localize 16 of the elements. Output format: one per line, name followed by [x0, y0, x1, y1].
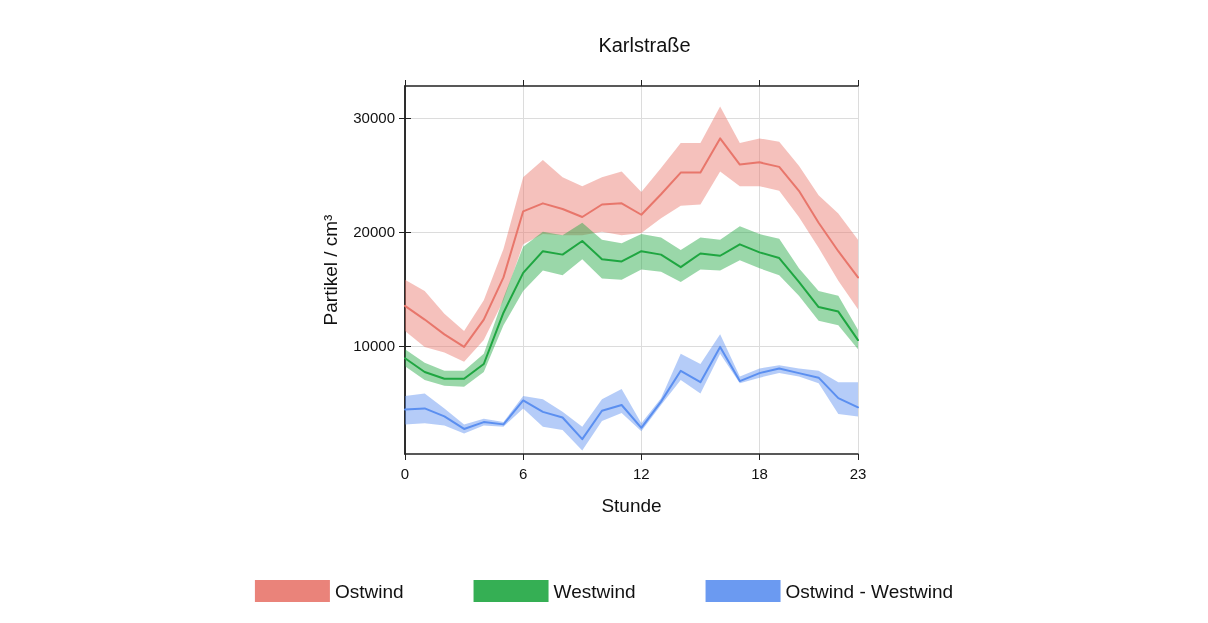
line-series	[404, 345, 859, 441]
x-tick-label: 18	[751, 465, 768, 482]
x-axis-title: Stunde	[601, 495, 662, 516]
legend-label: Ostwind	[334, 580, 404, 602]
y-axis-title: Partikel / cm³	[320, 214, 341, 326]
y-tick-label: 10000	[353, 337, 395, 355]
x-tick-label: 0	[400, 465, 410, 482]
x-tick-label: 12	[633, 465, 650, 482]
y-tick-label: 20000	[353, 223, 395, 241]
legend-label: Westwind	[553, 580, 636, 602]
chart-title: Karlstraße	[598, 34, 691, 56]
x-tick-label: 23	[849, 465, 867, 482]
legend-label: Ostwind - Westwind	[785, 580, 954, 602]
x-tick-label: 6	[519, 465, 528, 482]
line-series	[404, 137, 859, 348]
y-tick-label: 30000	[353, 109, 395, 127]
